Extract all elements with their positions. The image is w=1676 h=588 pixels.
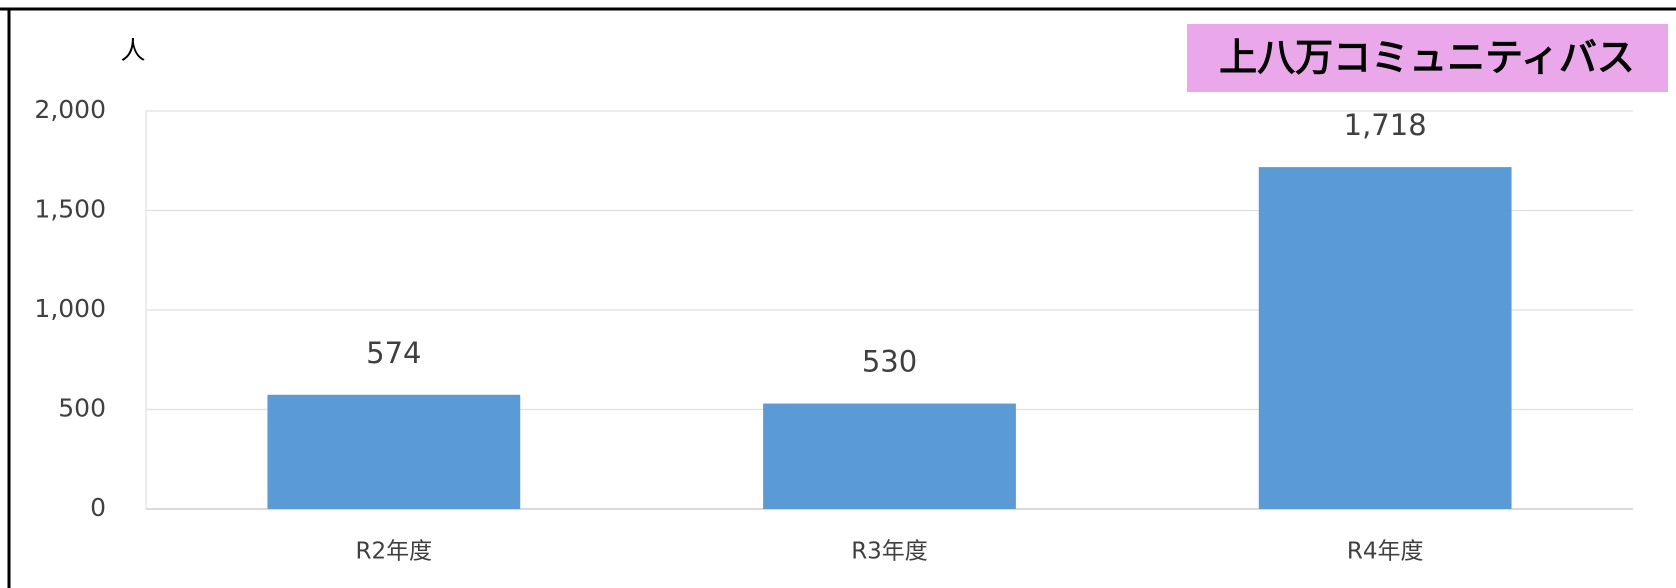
bar <box>267 394 521 509</box>
chart-title: 上八万コミュニティバス <box>1219 36 1635 80</box>
y-tick-label: 0 <box>90 493 106 522</box>
data-label: 1,718 <box>1344 108 1427 142</box>
bar <box>763 403 1016 509</box>
bar <box>1258 167 1512 510</box>
y-tick-label: 1,500 <box>34 195 106 224</box>
y-tick-label: 500 <box>58 394 106 423</box>
y-axis-label: 人 <box>120 36 145 65</box>
x-tick-label: R4年度 <box>1347 539 1424 565</box>
y-tick-label: 1,000 <box>34 294 106 323</box>
data-label: 574 <box>366 336 421 370</box>
title-box <box>1187 24 1668 92</box>
x-tick-label: R2年度 <box>356 539 433 565</box>
y-tick-label: 2,000 <box>34 95 106 124</box>
x-tick-label: R3年度 <box>851 539 928 565</box>
data-label: 530 <box>862 345 917 379</box>
